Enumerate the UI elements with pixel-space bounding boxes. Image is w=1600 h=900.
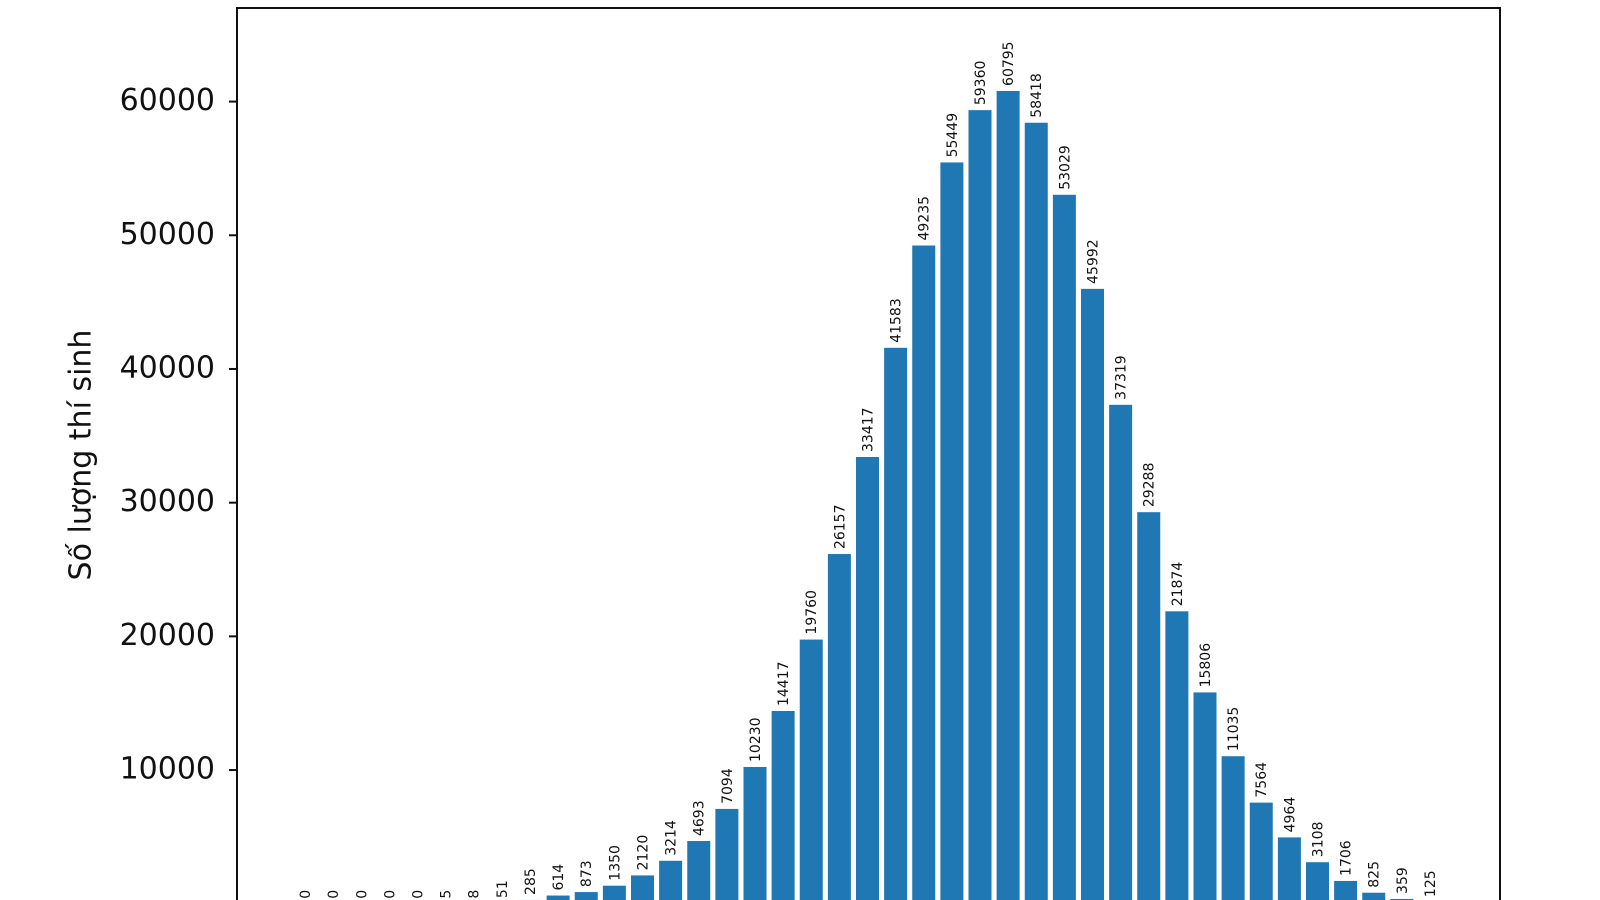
bar — [1334, 880, 1358, 900]
value-label: 55449 — [945, 113, 961, 158]
value-label: 8 — [467, 890, 483, 899]
bar — [631, 875, 654, 900]
bar — [687, 841, 711, 900]
value-label: 4693 — [692, 800, 708, 836]
value-label: 41583 — [889, 298, 905, 343]
value-label: 0 — [411, 890, 427, 899]
value-label: 26157 — [832, 504, 848, 549]
bar — [1137, 512, 1161, 900]
bar — [996, 90, 1020, 900]
value-label: 21874 — [1170, 562, 1186, 607]
bar — [771, 711, 795, 900]
bar — [574, 892, 598, 900]
bar — [546, 895, 570, 900]
value-label: 1706 — [1339, 840, 1355, 876]
value-label: 3214 — [664, 820, 680, 856]
value-label: 3108 — [1311, 822, 1327, 858]
y-tick-label: 20000 — [120, 618, 215, 653]
value-label: 1350 — [607, 845, 623, 881]
y-axis-label: Số lượng thí sinh — [64, 330, 99, 581]
bar — [1024, 122, 1048, 900]
value-label: 11035 — [1226, 707, 1242, 752]
bar — [743, 766, 767, 900]
value-label: 7094 — [720, 768, 736, 804]
value-label: 59360 — [973, 61, 989, 106]
value-label: 58418 — [1029, 73, 1045, 118]
value-label: 29288 — [1142, 463, 1158, 508]
bar — [1221, 756, 1245, 900]
bar — [602, 885, 626, 900]
bar — [827, 554, 851, 900]
bar — [1081, 288, 1104, 900]
bar — [912, 245, 936, 900]
value-label: 10230 — [748, 717, 764, 762]
value-label: 0 — [354, 890, 370, 899]
value-label: 49235 — [917, 196, 933, 241]
bar — [1193, 692, 1217, 900]
value-label: 53029 — [1057, 145, 1073, 190]
bar — [1052, 194, 1076, 900]
bar — [1277, 837, 1301, 900]
value-label: 14417 — [776, 661, 792, 706]
value-label: 2120 — [636, 835, 652, 871]
value-label: 359 — [1395, 867, 1411, 894]
y-tick-label: 60000 — [120, 83, 215, 118]
bar — [856, 456, 879, 900]
bar — [1306, 862, 1329, 900]
value-label: 125 — [1423, 870, 1439, 897]
axes-frame — [236, 7, 1501, 900]
bar — [659, 860, 683, 900]
bar — [1390, 898, 1414, 900]
value-label: 0 — [326, 890, 342, 899]
bar — [1109, 404, 1133, 900]
value-label: 873 — [579, 860, 595, 887]
value-label: 825 — [1367, 861, 1383, 888]
value-label: 15806 — [1198, 643, 1214, 688]
y-tick-label: 10000 — [120, 752, 215, 787]
y-tick-label: 40000 — [120, 350, 215, 385]
value-label: 0 — [298, 890, 314, 899]
value-label: 19760 — [804, 590, 820, 635]
value-label: 60795 — [1001, 41, 1017, 86]
bar — [968, 110, 992, 900]
value-label: 45992 — [1086, 239, 1102, 284]
value-label: 37319 — [1114, 355, 1130, 400]
value-label: 285 — [523, 868, 539, 895]
bar — [799, 639, 823, 900]
bar — [940, 162, 964, 900]
value-label: 614 — [551, 864, 567, 891]
bar — [884, 347, 908, 900]
bar — [1165, 611, 1189, 900]
value-label: 51 — [495, 880, 511, 898]
value-label: 5 — [439, 890, 455, 899]
y-tick-label: 30000 — [120, 484, 215, 519]
bar — [715, 808, 739, 900]
value-label: 4964 — [1282, 797, 1298, 833]
bar — [1362, 892, 1386, 900]
value-label: 7564 — [1254, 762, 1270, 798]
y-tick-label: 50000 — [120, 217, 215, 252]
value-label: 33417 — [861, 407, 877, 452]
value-label: 0 — [382, 890, 398, 899]
bar — [1249, 802, 1273, 900]
